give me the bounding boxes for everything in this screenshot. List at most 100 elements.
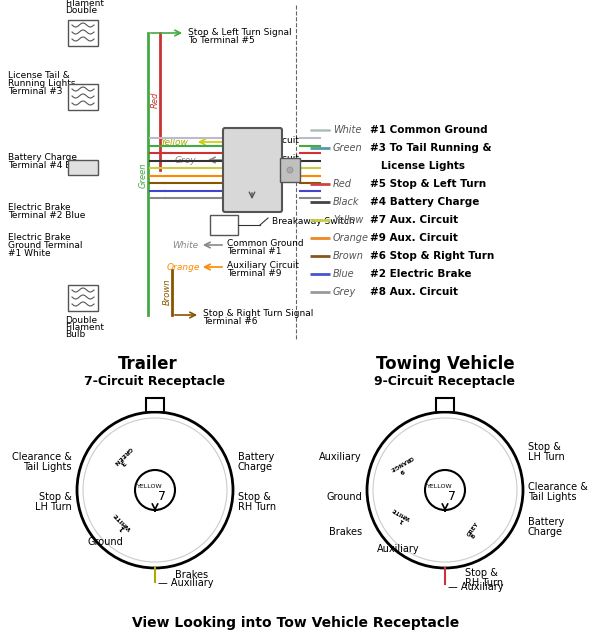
- Text: Green: Green: [333, 143, 363, 153]
- Bar: [172, 507, 203, 538]
- Text: 6: 6: [203, 492, 208, 498]
- Bar: [436, 398, 454, 412]
- Text: Terminal #2 Blue: Terminal #2 Blue: [8, 211, 85, 220]
- Text: Terminal #6: Terminal #6: [203, 317, 257, 326]
- Text: Grey: Grey: [175, 156, 197, 165]
- Text: 7: 7: [448, 490, 456, 502]
- Bar: [68, 20, 98, 46]
- Text: To Terminal #5: To Terminal #5: [188, 36, 255, 45]
- Circle shape: [83, 418, 227, 562]
- Text: Bulb: Bulb: [65, 330, 85, 339]
- Text: — Auxiliary: — Auxiliary: [448, 582, 503, 592]
- Text: Auxiliary Circuit: Auxiliary Circuit: [227, 154, 299, 163]
- Text: #1 White: #1 White: [8, 249, 50, 258]
- Text: Clearance &: Clearance &: [12, 452, 72, 462]
- Text: LH Turn: LH Turn: [35, 502, 72, 512]
- Text: GREEN: GREEN: [112, 445, 133, 466]
- Text: Terminal #7: Terminal #7: [227, 144, 282, 153]
- Text: 9: 9: [398, 467, 405, 473]
- Text: Brown: Brown: [333, 251, 364, 261]
- Text: Double: Double: [65, 316, 97, 325]
- Text: Batt: Batt: [213, 217, 233, 226]
- Text: 7: 7: [158, 490, 166, 502]
- Text: Clearance &: Clearance &: [528, 482, 588, 492]
- Text: ORANGE: ORANGE: [389, 454, 414, 472]
- Text: Electric Brake: Electric Brake: [8, 203, 71, 212]
- Circle shape: [425, 470, 465, 510]
- Text: YELLOW: YELLOW: [427, 484, 453, 490]
- Text: BLACK: BLACK: [483, 470, 503, 480]
- Bar: [146, 398, 164, 412]
- Text: GREY: GREY: [467, 521, 480, 537]
- Text: Red: Red: [333, 179, 352, 189]
- Text: LH Turn: LH Turn: [528, 452, 565, 462]
- Text: Breakaway Switch: Breakaway Switch: [272, 218, 355, 227]
- Text: 7-Circuit Receptacle: 7-Circuit Receptacle: [84, 375, 225, 388]
- Text: BLUE: BLUE: [428, 528, 436, 545]
- Text: Auxiliary: Auxiliary: [320, 452, 362, 462]
- Text: License Lights: License Lights: [370, 161, 465, 171]
- Text: #5 Stop & Left Turn: #5 Stop & Left Turn: [370, 179, 486, 189]
- Text: Auxiliary: Auxiliary: [377, 544, 420, 554]
- Text: #1 Common Ground: #1 Common Ground: [370, 125, 487, 135]
- Text: 8: 8: [470, 532, 477, 539]
- Text: #4 Battery Charge: #4 Battery Charge: [370, 197, 479, 207]
- Text: White: White: [172, 241, 198, 250]
- Text: View Looking into Tow Vehicle Receptacle: View Looking into Tow Vehicle Receptacle: [132, 616, 460, 630]
- Bar: [191, 482, 219, 498]
- Text: 3: 3: [119, 459, 126, 467]
- Bar: [478, 466, 509, 488]
- Text: Bulb: Bulb: [65, 0, 85, 1]
- Text: Filament: Filament: [65, 323, 104, 332]
- Text: Trailer: Trailer: [118, 355, 178, 373]
- Text: 9-Circuit Receptacle: 9-Circuit Receptacle: [375, 375, 515, 388]
- Text: Double: Double: [65, 6, 97, 15]
- Text: Terminal #1: Terminal #1: [227, 247, 282, 256]
- Text: 4: 4: [184, 459, 192, 467]
- Text: Yellow: Yellow: [333, 215, 364, 225]
- Text: BLACK: BLACK: [177, 445, 197, 465]
- Text: Tail Lights: Tail Lights: [528, 492, 576, 502]
- Text: BROWN: BROWN: [192, 486, 219, 490]
- Text: Brown: Brown: [162, 279, 171, 305]
- Text: #2 Electric Brake: #2 Electric Brake: [370, 269, 471, 279]
- Text: GREEN: GREEN: [468, 440, 486, 460]
- Text: Stop &: Stop &: [39, 492, 72, 502]
- Text: Ground Terminal: Ground Terminal: [8, 241, 82, 250]
- Circle shape: [135, 470, 175, 510]
- Text: BROWN: BROWN: [480, 499, 504, 511]
- Text: Green: Green: [139, 163, 148, 188]
- Bar: [476, 495, 508, 520]
- Text: Electric Brake: Electric Brake: [8, 233, 71, 242]
- Text: Terminal #4 Black: Terminal #4 Black: [8, 161, 90, 170]
- Text: Charge: Charge: [238, 462, 273, 472]
- Bar: [280, 158, 300, 182]
- Text: — Auxiliary: — Auxiliary: [158, 578, 213, 588]
- Text: Ground: Ground: [87, 537, 123, 547]
- Text: RED: RED: [98, 486, 112, 490]
- Bar: [68, 84, 98, 110]
- Text: Ground: Ground: [326, 492, 362, 502]
- Text: #7 Aux. Circuit: #7 Aux. Circuit: [370, 215, 458, 225]
- Text: Orange: Orange: [167, 263, 200, 272]
- Text: Auxiliary Circuit: Auxiliary Circuit: [227, 136, 299, 145]
- Text: Auxiliary Circuit: Auxiliary Circuit: [227, 261, 299, 270]
- Text: Common Ground: Common Ground: [227, 239, 304, 248]
- Text: Yellow: Yellow: [160, 138, 188, 147]
- Text: WHITE: WHITE: [113, 511, 132, 531]
- Text: Terminal #3: Terminal #3: [8, 87, 62, 96]
- Text: RED: RED: [428, 433, 436, 446]
- Text: #8 Aux. Circuit: #8 Aux. Circuit: [370, 287, 458, 297]
- Text: RH Turn: RH Turn: [465, 578, 503, 588]
- Bar: [172, 442, 203, 473]
- Text: Charge: Charge: [528, 527, 563, 537]
- Bar: [210, 215, 238, 235]
- Bar: [420, 523, 444, 554]
- Text: Brakes: Brakes: [329, 527, 362, 537]
- Text: Terminal #9: Terminal #9: [227, 269, 282, 278]
- Text: 2: 2: [429, 541, 435, 546]
- Text: Stop &: Stop &: [528, 442, 561, 452]
- Circle shape: [367, 412, 523, 568]
- Text: 5: 5: [103, 492, 107, 498]
- Bar: [68, 285, 98, 311]
